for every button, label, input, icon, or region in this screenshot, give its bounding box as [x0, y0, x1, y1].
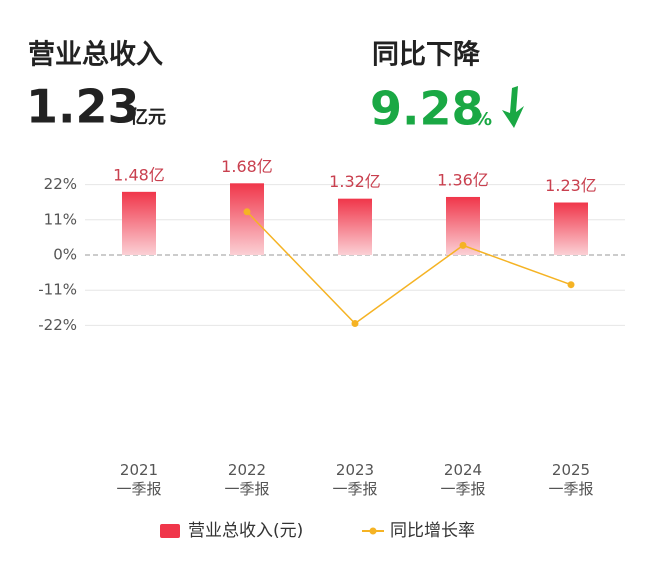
x-tick-label: 2025 一季报 [548, 461, 594, 498]
down-arrow [502, 86, 524, 128]
legend-swatch [160, 524, 180, 538]
x-tick-label: 2023 一季报 [332, 461, 378, 498]
y-tick-label: -11% [38, 281, 77, 299]
value-label: 1.68亿 [221, 157, 273, 176]
bar [338, 198, 372, 255]
line-point [567, 281, 575, 289]
legend-label: 同比增长率 [390, 521, 475, 541]
x-tick-label: 2021 一季报 [116, 461, 162, 498]
x-tick-label: 2022 一季报 [224, 461, 270, 498]
legend-label: 营业总收入(元) [188, 521, 303, 541]
y-tick-label: 22% [44, 175, 77, 193]
bar [122, 191, 156, 255]
value-label: 1.23亿 [545, 176, 597, 195]
right-value: 9.28 [370, 82, 484, 136]
line [246, 211, 572, 325]
y-tick-label: -22% [38, 316, 77, 334]
left-title: 营业总收入 [28, 40, 163, 71]
bar [554, 202, 588, 255]
legend-swatch [369, 527, 377, 535]
bar [230, 183, 264, 255]
value-label: 1.36亿 [437, 170, 489, 189]
line-point [351, 319, 359, 327]
right-unit: % [474, 109, 492, 130]
right-title: 同比下降 [372, 40, 481, 71]
x-tick-label: 2024 一季报 [440, 461, 486, 498]
left-unit: 亿元 [130, 106, 166, 128]
y-tick-label: 0% [53, 246, 77, 264]
value-label: 1.32亿 [329, 172, 381, 191]
value-label: 1.48亿 [113, 165, 165, 184]
line-point [459, 241, 467, 249]
line-point [243, 208, 251, 216]
y-tick-label: 11% [44, 210, 77, 228]
left-value: 1.23 [26, 80, 140, 134]
